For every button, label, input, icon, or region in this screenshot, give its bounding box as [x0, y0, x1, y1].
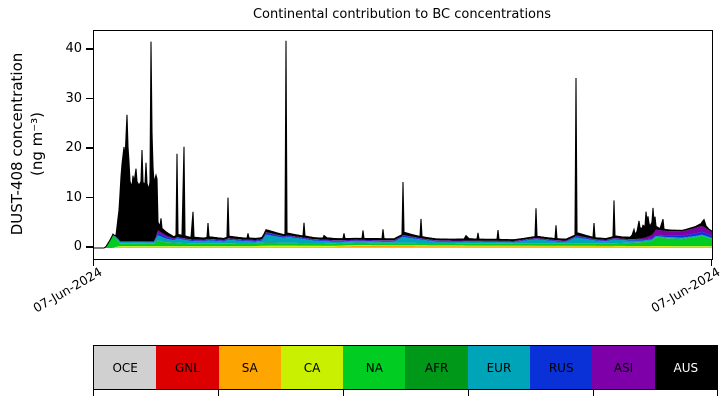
legend-tick-2 — [217, 390, 219, 396]
legend-label-aus: AUS — [673, 360, 699, 375]
legend: OCE GNL SA CA NA AFR EUR RUS ASI AUS — [93, 345, 718, 390]
legend-label-oce: OCE — [112, 360, 138, 375]
legend-entry-na: NA — [343, 346, 406, 389]
legend-entry-oce: OCE — [94, 346, 157, 389]
stacked-area-chart — [94, 40, 712, 249]
y-tick-10 — [86, 196, 93, 199]
legend-tick-6 — [716, 390, 718, 396]
y-tick-20 — [86, 147, 93, 149]
y-tick-label-20: 20 — [65, 140, 82, 155]
legend-label-eur: EUR — [486, 360, 512, 375]
legend-label-ca: CA — [303, 360, 321, 375]
y-tick-label-30: 30 — [65, 90, 82, 106]
legend-label-sa: SA — [241, 360, 258, 375]
y-tick-30 — [86, 97, 93, 100]
legend-entry-afr: AFR — [405, 346, 468, 389]
legend-label-rus: RUS — [548, 360, 574, 375]
legend-label-gnl: GNL — [174, 360, 200, 375]
y-tick-40 — [86, 48, 93, 50]
y-tick-label-40: 40 — [65, 41, 82, 56]
x-tick-end — [710, 259, 712, 266]
y-tick-label-0: 0 — [73, 239, 82, 254]
legend-tick-3 — [342, 390, 344, 396]
y-tick-0 — [86, 246, 93, 248]
plot-area — [93, 30, 713, 260]
legend-entry-rus: RUS — [530, 346, 593, 389]
legend-entry-ca: CA — [280, 346, 344, 389]
legend-entry-asi: ASI — [592, 346, 655, 389]
legend-label-afr: AFR — [424, 360, 449, 375]
y-tick-label-10: 10 — [65, 189, 82, 205]
legend-tick-5 — [592, 390, 594, 396]
legend-tick-1 — [92, 390, 94, 396]
legend-entry-aus: AUS — [654, 346, 717, 389]
legend-label-na: NA — [365, 360, 383, 375]
x-tick-label-end: 07-Jun-2024 — [648, 264, 721, 316]
legend-entry-sa: SA — [218, 346, 281, 389]
legend-tick-4 — [467, 390, 469, 396]
legend-label-asi: ASI — [613, 360, 634, 375]
legend-entry-gnl: GNL — [156, 346, 219, 389]
legend-entry-eur: EUR — [467, 346, 531, 389]
x-tick-start — [92, 259, 94, 266]
chart-title: Continental contribution to BC concentra… — [252, 7, 552, 22]
y-axis-label-line1: DUST-408 concentration — [8, 52, 26, 236]
